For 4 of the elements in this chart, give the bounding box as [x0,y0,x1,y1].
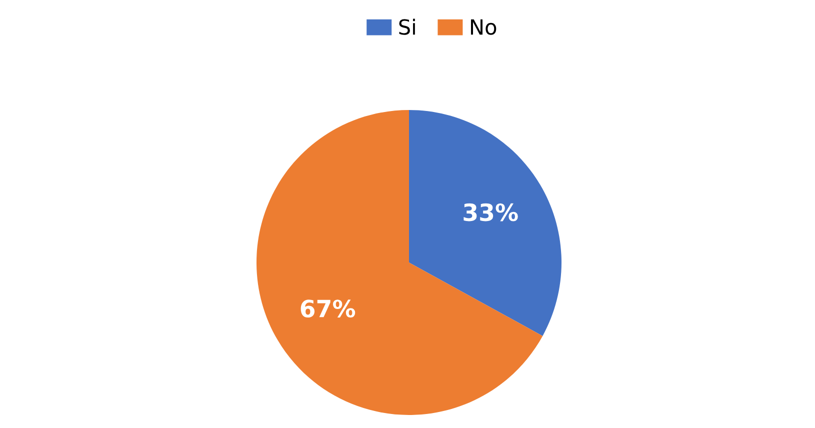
legend-label: Si [399,18,415,35]
data-label: 33% [464,203,518,222]
legend-label: No [471,19,496,35]
data-label: 67% [300,300,356,318]
